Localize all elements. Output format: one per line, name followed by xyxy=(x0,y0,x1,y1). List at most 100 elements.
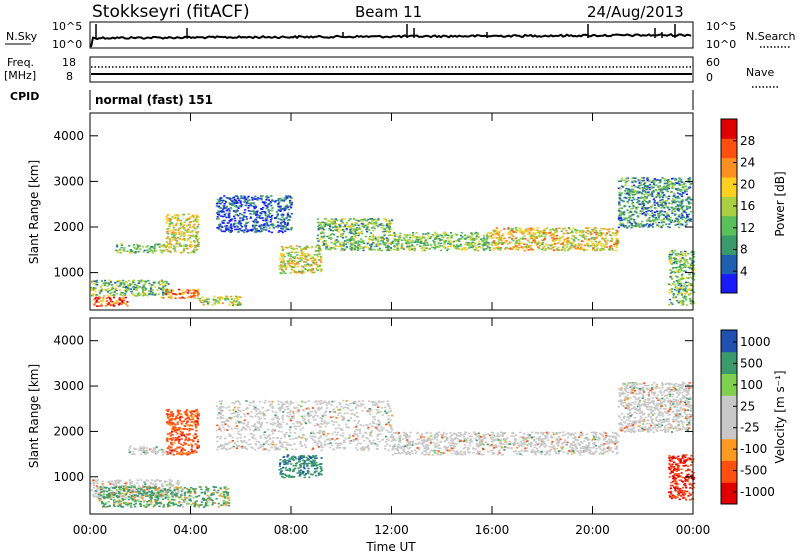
scatter-point xyxy=(552,240,555,243)
scatter-point xyxy=(432,246,435,249)
scatter-point xyxy=(169,481,172,483)
scatter-point xyxy=(153,245,156,248)
scatter-point xyxy=(171,493,174,495)
scatter-point xyxy=(534,236,537,239)
scatter-point xyxy=(289,196,292,199)
scatter-point xyxy=(363,219,366,221)
scatter-point xyxy=(207,499,210,501)
scatter-point xyxy=(169,230,172,232)
scatter-point xyxy=(550,247,553,250)
scatter-point xyxy=(115,302,118,304)
scatter-point xyxy=(119,495,123,498)
scatter-point xyxy=(235,202,238,204)
scatter-point xyxy=(190,215,194,218)
scatter-point xyxy=(335,239,338,241)
scatter-point xyxy=(206,303,209,305)
scatter-point xyxy=(521,237,525,239)
scatter-point xyxy=(509,247,512,250)
scatter-point xyxy=(142,486,145,488)
scatter-point xyxy=(577,248,580,250)
scatter-point xyxy=(679,302,682,304)
scatter-point xyxy=(662,214,665,216)
scatter-point xyxy=(640,225,644,227)
scatter-point xyxy=(110,489,113,492)
scatter-point xyxy=(633,193,636,196)
scatter-point xyxy=(170,502,173,504)
scatter-point xyxy=(238,220,241,223)
scatter-point xyxy=(293,269,296,272)
scatter-point xyxy=(630,214,633,217)
scatter-point xyxy=(132,499,135,501)
scatter-point xyxy=(660,203,663,205)
scatter-point xyxy=(668,187,671,190)
scatter-point xyxy=(511,228,514,230)
scatter-point xyxy=(159,280,162,282)
scatter-point xyxy=(389,249,392,251)
scatter-point xyxy=(654,184,657,187)
scatter-point xyxy=(119,251,122,254)
scatter-point xyxy=(541,248,544,251)
scatter-point xyxy=(189,490,192,493)
scatter-point xyxy=(377,236,380,239)
scatter-point xyxy=(328,227,331,230)
scatter-point xyxy=(123,490,126,492)
scatter-point xyxy=(687,277,690,279)
scatter-point xyxy=(333,219,336,222)
scatter-point xyxy=(193,490,196,492)
scatter-point xyxy=(671,278,674,280)
scatter-point xyxy=(631,181,634,184)
scatter-point xyxy=(657,221,661,224)
scatter-point xyxy=(415,236,418,238)
scatter-point xyxy=(649,183,652,186)
scatter-point xyxy=(172,504,175,506)
scatter-point xyxy=(145,503,148,505)
scatter-point xyxy=(179,245,182,247)
scatter-point xyxy=(195,244,198,247)
scatter-point xyxy=(558,239,561,242)
scatter-point xyxy=(127,288,130,291)
scatter-point xyxy=(688,198,691,200)
scatter-point xyxy=(447,234,450,237)
scatter-point xyxy=(377,219,380,221)
scatter-point xyxy=(533,240,537,242)
scatter-point xyxy=(197,245,200,248)
scatter-point xyxy=(376,238,380,241)
scatter-point xyxy=(122,494,125,496)
scatter-point xyxy=(521,242,524,244)
scatter-point xyxy=(333,221,336,224)
scatter-point xyxy=(442,239,445,242)
scatter-point xyxy=(178,243,181,246)
scatter-point xyxy=(624,205,627,207)
scatter-point xyxy=(362,226,366,228)
noise-right-tick-bottom: 10^0 xyxy=(706,38,736,51)
scatter-point xyxy=(673,195,676,198)
scatter-point xyxy=(187,238,190,240)
scatter-point xyxy=(92,294,95,297)
scatter-point xyxy=(129,504,132,507)
scatter-point xyxy=(151,289,154,291)
scatter-point xyxy=(236,196,239,198)
scatter-point xyxy=(562,240,566,243)
scatter-point xyxy=(317,221,320,224)
scatter-point xyxy=(284,198,287,201)
scatter-point xyxy=(330,221,333,223)
scatter-point xyxy=(160,492,163,495)
scatter-point xyxy=(679,194,682,196)
scatter-point xyxy=(327,248,330,251)
scatter-point xyxy=(192,295,195,297)
scatter-point xyxy=(287,208,290,211)
scatter-point xyxy=(472,245,475,248)
scatter-point xyxy=(681,276,684,279)
scatter-point xyxy=(260,208,264,211)
scatter-point xyxy=(234,300,237,303)
scatter-point xyxy=(182,501,185,504)
scatter-point xyxy=(615,244,618,247)
scatter-point xyxy=(320,232,323,234)
scatter-point xyxy=(232,301,235,303)
scatter-point xyxy=(122,485,125,488)
scatter-point xyxy=(114,495,117,497)
scatter-point xyxy=(676,195,679,198)
power-colorbar-swatch xyxy=(721,235,737,255)
scatter-point xyxy=(555,229,558,232)
scatter-point xyxy=(131,280,135,283)
